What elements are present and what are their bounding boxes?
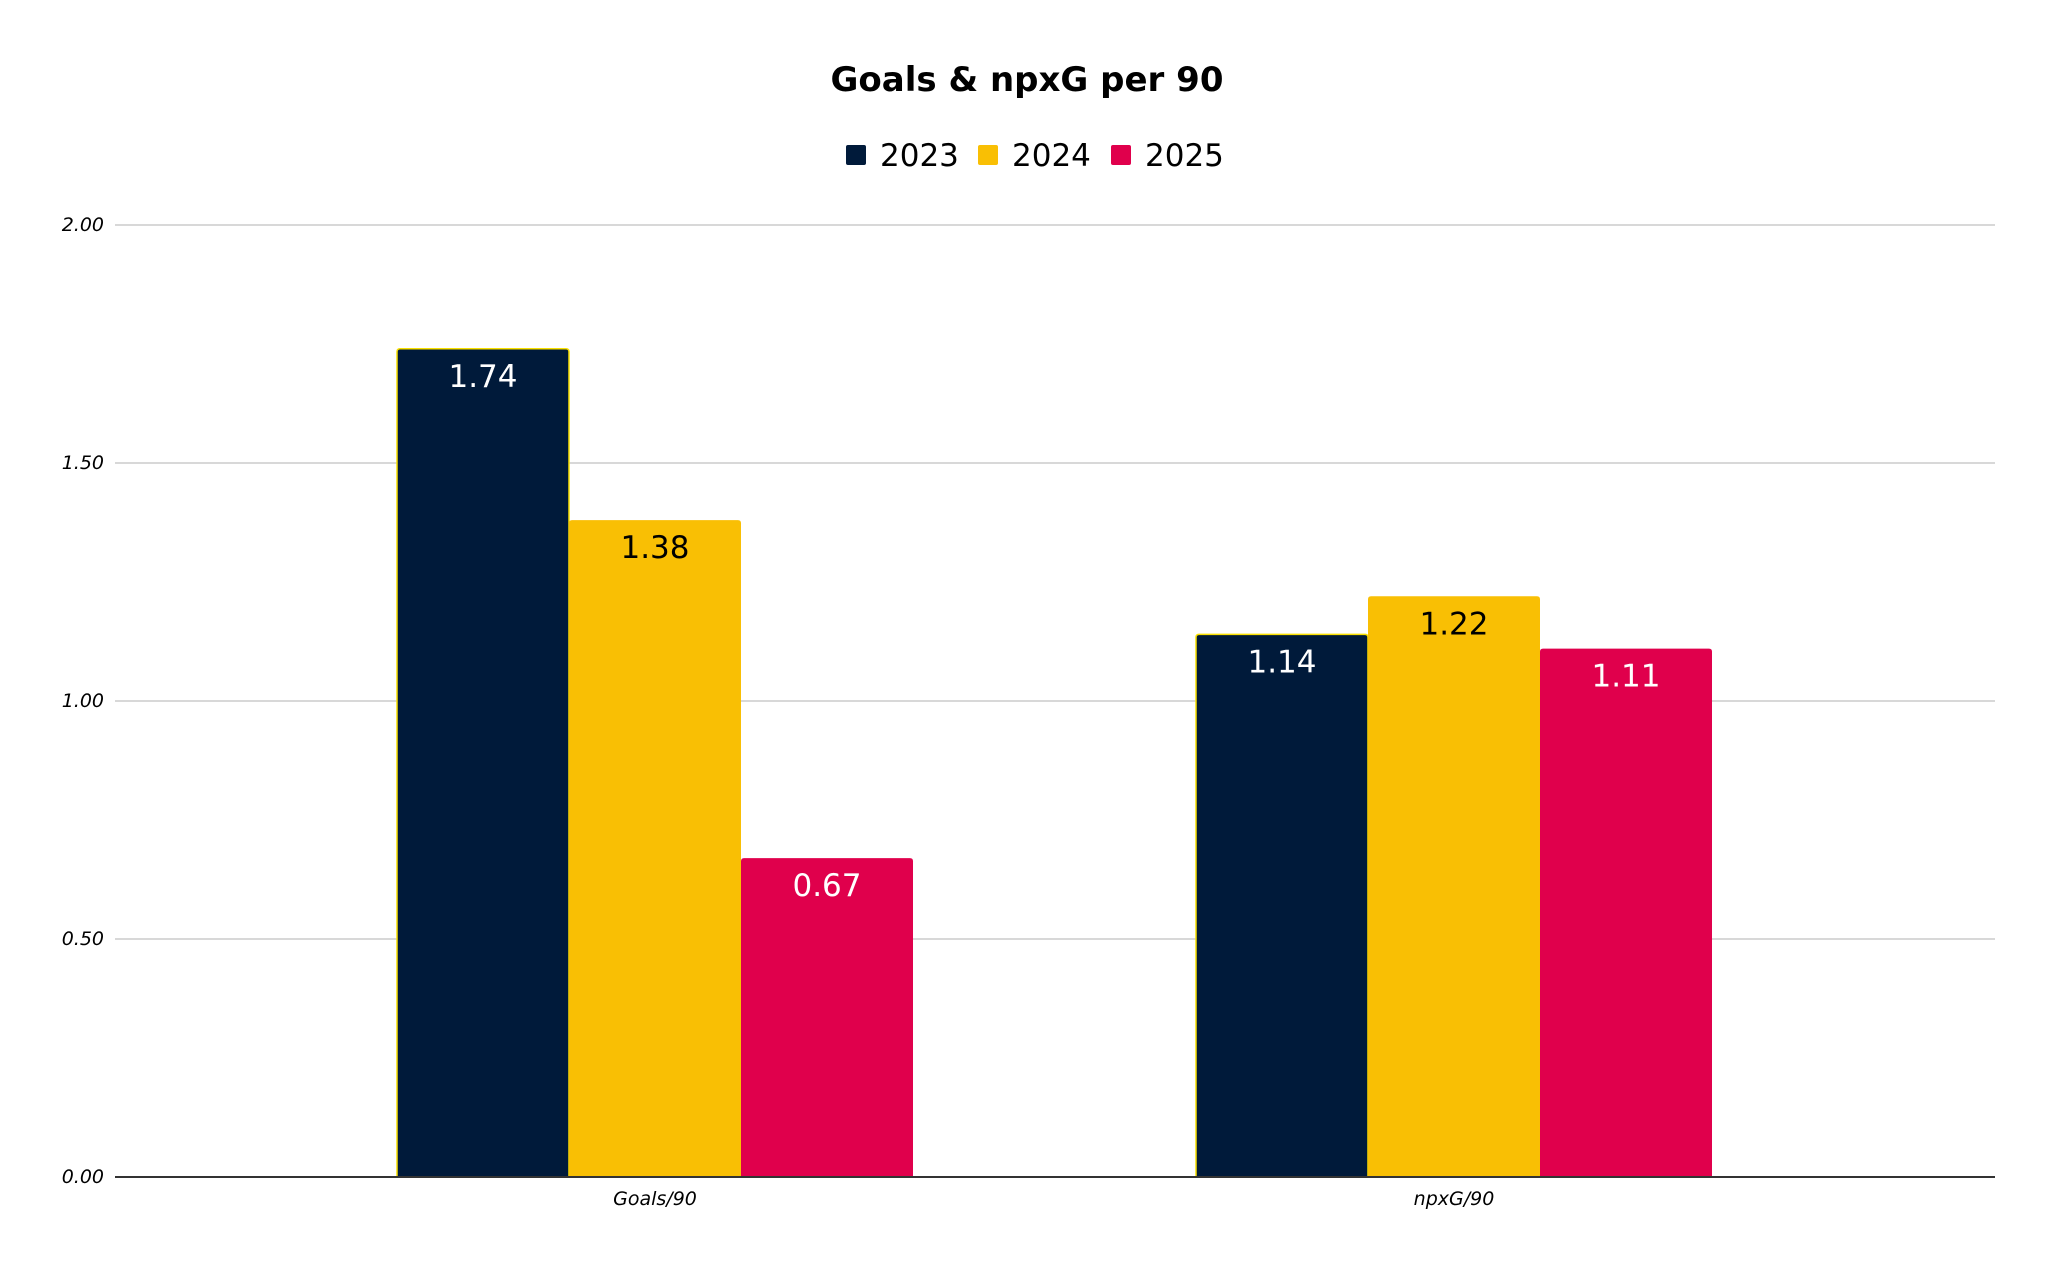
data-label: 1.74 [448, 359, 517, 395]
data-label: 1.14 [1247, 644, 1316, 680]
y-axis: 0.00 0.50 1.00 1.50 2.00 [62, 214, 104, 1188]
x-tick-label: Goals/90 [613, 1188, 697, 1210]
data-label: 1.38 [620, 530, 689, 566]
y-tick-label: 1.50 [62, 452, 104, 474]
y-tick-label: 0.00 [62, 1166, 104, 1188]
y-tick-label: 0.50 [62, 928, 104, 950]
bar [741, 858, 913, 1177]
bar [1195, 633, 1369, 1178]
bar [1368, 596, 1540, 1177]
y-tick-label: 2.00 [62, 214, 104, 236]
data-label: 0.67 [792, 868, 861, 904]
legend-swatch [1111, 145, 1131, 165]
legend-label: 2024 [1012, 138, 1091, 174]
bar [396, 348, 570, 1178]
bars [396, 348, 1712, 1178]
legend-label: 2023 [880, 138, 959, 174]
data-label: 1.11 [1591, 659, 1660, 695]
data-labels: 1.74 1.38 0.67 1.14 1.22 1.11 [448, 359, 1660, 904]
y-tick-label: 1.00 [62, 690, 104, 712]
legend-swatch [846, 145, 866, 165]
data-label: 1.22 [1419, 606, 1488, 642]
legend: 2023 2024 2025 [846, 138, 1224, 174]
bar [1540, 648, 1712, 1177]
x-tick-label: npxG/90 [1414, 1188, 1495, 1210]
legend-swatch [978, 145, 998, 165]
bar [569, 520, 741, 1177]
chart-title: Goals & npxG per 90 [831, 60, 1224, 100]
x-axis: Goals/90 npxG/90 [115, 1176, 1995, 1210]
legend-label: 2025 [1145, 138, 1224, 174]
